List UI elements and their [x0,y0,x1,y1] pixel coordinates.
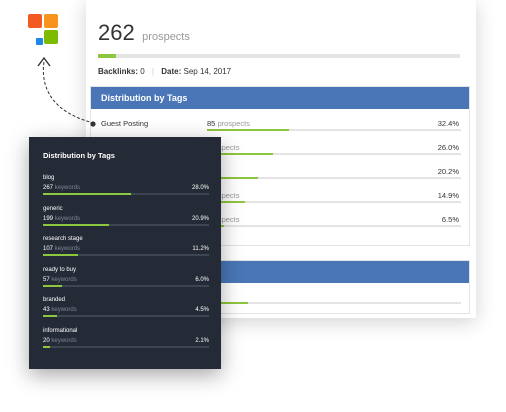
dark-tag-count: 107 keywords [43,246,81,252]
tag-row: Guest Posting 85 prospects 32.4% [91,119,469,143]
dark-tag-unit: keywords [51,307,77,313]
tag-count-unit: prospects [207,143,240,152]
tag-percentage: 6.5% [441,215,459,224]
dark-tag-count: 20 keywords [43,337,77,344]
dark-tags-panel: Distribution by Tags blog 267 keywords 28.… [29,137,221,369]
dark-tag-bar [43,284,209,287]
tag-percentage: 14.9% [437,191,459,200]
dark-tag-bar [43,315,209,317]
dark-tag-unit: keywords [54,215,81,222]
dark-tag-row: informational 20 keywords 2.1% [43,328,209,356]
dark-tag-percentage: 28.0% [191,185,209,191]
dark-tag-bar-fill [43,345,50,348]
dark-tag-row: research stage 107 keywords 11.2% [43,236,209,264]
tag-bar-fill [207,129,290,131]
lower-card-bar [207,302,461,304]
dark-tag-bar-fill [43,193,132,195]
logo-square-green [44,30,58,44]
dark-tag-unit: keywords [54,246,81,252]
backlinks-value: 0 [140,67,145,76]
dark-tag-row: branded 43 keywords 4.5% [43,297,209,325]
tag-row: prospects 14.9% [91,191,469,215]
tag-percentage: 26.0% [437,143,459,152]
tag-row: prospects 26.0% [91,143,469,167]
dark-tag-row: ready to buy 57 keywords 6.0% [43,267,209,295]
date-label: Date: [161,67,182,76]
dark-tag-unit: keywords [54,185,81,191]
prospects-count: 262 [98,20,135,45]
dark-panel-title: Distribution by Tags [43,151,115,160]
dark-tag-percentage: 11.2% [192,246,209,252]
dark-tag-bar [43,193,209,195]
color-squares-logo-icon [28,14,60,46]
logo-square-orange [44,14,58,28]
tag-row: 20.2% [91,167,469,191]
tag-name: Guest Posting [101,119,149,128]
date-value: Sep 14, 2017 [183,67,232,76]
tag-bar [207,153,461,155]
dark-tag-bar [43,345,209,348]
dark-tag-bar-fill [43,315,58,317]
dark-tag-name: blog [43,175,55,181]
backlinks-label: Backlinks: [98,67,139,76]
dark-tag-bar [43,254,209,256]
dark-tag-name: ready to buy [43,266,77,273]
tag-count-unit: prospects [207,215,240,224]
dark-tag-percentage: 4.5% [195,307,209,313]
dark-tag-count: 267 keywords [43,185,81,191]
dark-tag-bar-fill [43,284,62,287]
tag-count-unit: prospects [207,191,240,200]
dark-tag-name: informational [43,327,78,334]
dark-tag-name: research stage [43,236,83,242]
lower-card-bar-fill [207,302,248,304]
prospects-progress-fill [98,54,117,58]
dark-tag-bar-fill [43,254,79,256]
tags-card-header: Distribution by Tags [91,87,469,109]
tag-bar-fill [207,153,274,155]
dark-tag-unit: keywords [51,337,77,344]
dark-tag-bar [43,223,209,226]
dark-tag-count: 57 keywords [43,276,77,283]
prospects-stats: 262 prospects Backlinks: 0 | Date: Sep 1… [98,20,460,76]
dark-tag-percentage: 6.0% [195,276,209,283]
tag-percentage: 20.2% [437,167,459,176]
dark-tag-unit: keywords [51,276,77,283]
dark-tag-bar-fill [43,223,109,226]
tag-percentage: 32.4% [437,119,459,128]
tag-bar [207,201,461,203]
tag-count: prospects [207,191,240,200]
prospects-unit: prospects [142,31,190,43]
dark-tag-percentage: 2.1% [195,337,209,344]
dark-tag-name: generic [43,205,63,212]
dark-tag-row: generic 199 keywords 20.9% [43,206,209,234]
tags-distribution-card: Distribution by Tags Guest Posting 85 pro… [90,86,470,246]
dark-tag-count: 199 keywords [43,215,81,222]
meta-separator: | [151,67,155,76]
tag-bar [207,129,461,131]
tag-count: 85 prospects [207,119,250,128]
tag-bar [207,177,461,179]
tag-count-unit: prospects [217,119,250,128]
logo-square-red [28,14,42,28]
tag-count: prospects [207,143,240,152]
tag-bar-fill [207,177,259,179]
dark-tag-percentage: 20.9% [191,215,209,222]
tag-count: prospects [207,215,240,224]
dark-tag-row: blog 267 keywords 28.0% [43,175,209,203]
logo-square-blue [36,38,43,45]
prospects-meta: Backlinks: 0 | Date: Sep 14, 2017 [98,67,460,76]
dark-tag-count: 43 keywords [43,307,77,313]
tag-bar-fill [207,201,245,203]
tag-bar [207,225,461,227]
prospects-progress-bar [98,54,460,58]
dark-tag-name: branded [43,297,66,303]
